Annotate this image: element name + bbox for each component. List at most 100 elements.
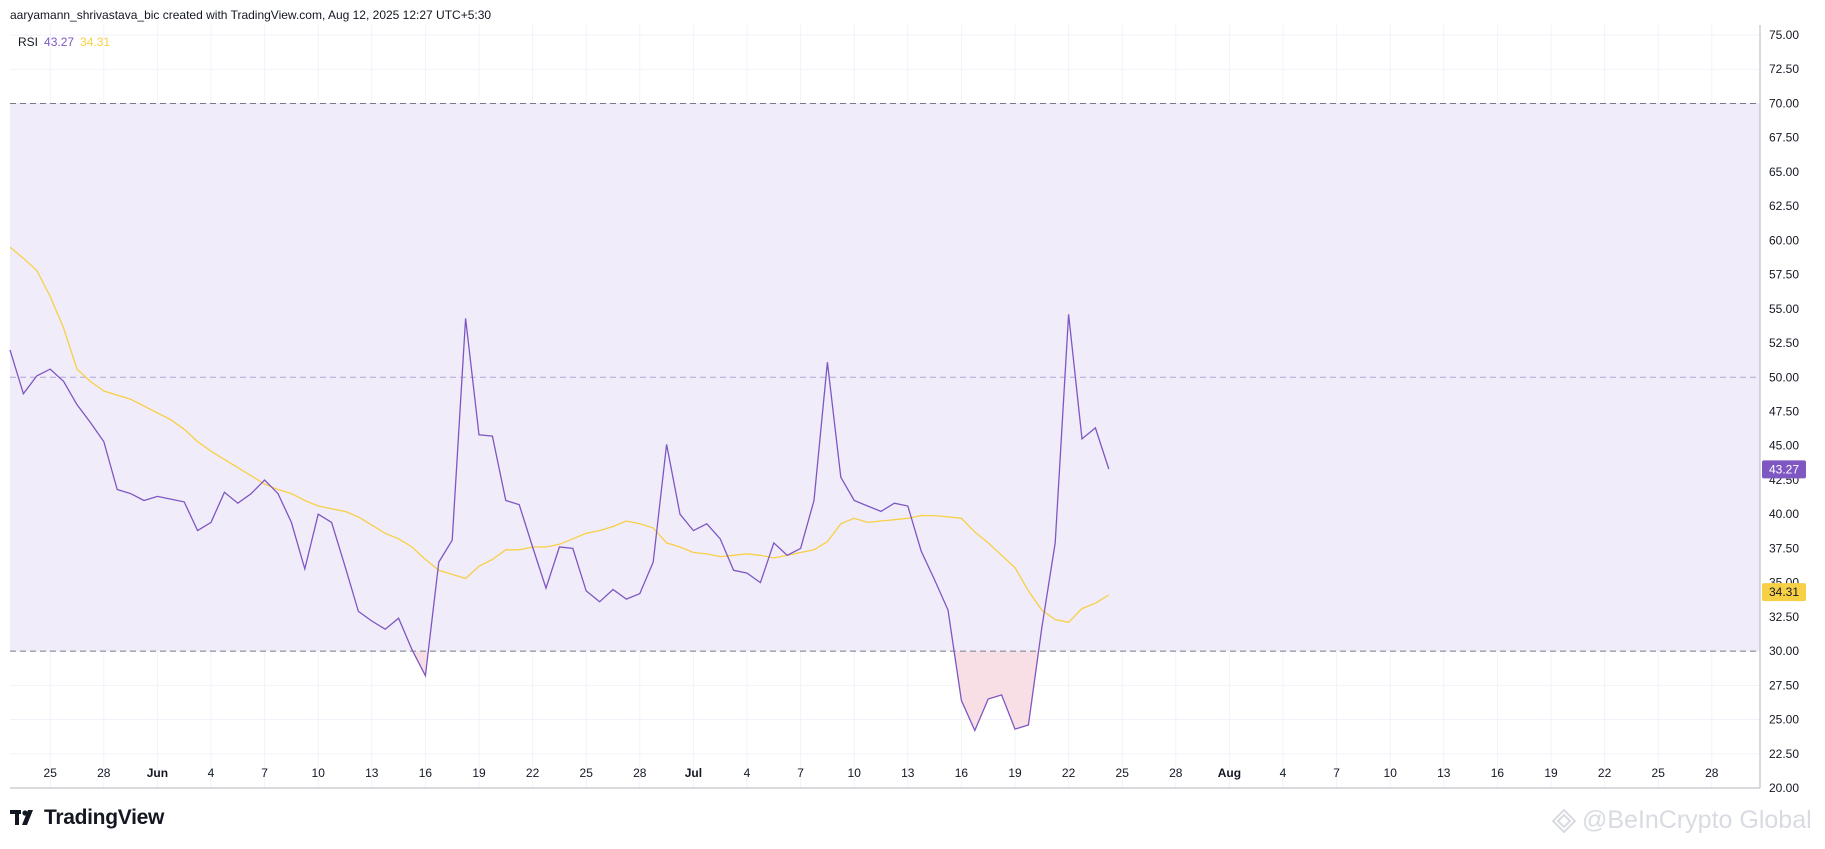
rsi-ma-point [1094,602,1097,605]
rsi-point [22,392,25,395]
time-axis-tick-label: 19 [1544,766,1558,780]
rsi-point [370,619,373,622]
price-axis-tick-label: 45.00 [1769,439,1799,453]
rsi-point [545,587,548,590]
time-axis[interactable]: 25 28 Jun 4 7 10 13 16 19 22 25 28 Jul 4 7 10 13 16 19 22 25… [44,766,1719,780]
rsi-point [585,589,588,592]
chart-caption: aaryamann_shrivastava_bic created with T… [10,8,492,22]
rsi-point [491,435,494,438]
time-axis-tick-label: Aug [1218,766,1241,780]
beincrypto-logo-icon [1552,808,1576,833]
price-axis-tick-label: 60.00 [1769,233,1799,247]
rsi-point [156,495,159,498]
rsi-point [102,440,105,443]
price-axis-tick-label: 52.50 [1769,336,1799,350]
rsi-ma-point [169,418,172,421]
time-axis-tick-label: 10 [848,766,862,780]
rsi-ma-point [1000,554,1003,557]
last-value-badge [1762,583,1806,602]
rsi-point [49,368,52,371]
rsi-ma-point [786,554,789,557]
rsi-point [880,510,883,513]
rsi-ma-point [571,537,574,540]
rsi-point [625,598,628,601]
rsi-ma-point [652,526,655,529]
rsi-point [504,499,507,502]
time-axis-tick-label: 28 [1705,766,1719,780]
rsi-point [598,600,601,603]
price-axis-tick-label: 25.00 [1769,713,1799,727]
time-axis-tick-label: 16 [1491,766,1505,780]
rsi-point [76,403,79,406]
rsi-ma-point [129,398,132,401]
time-axis-tick-label: 16 [955,766,969,780]
rsi-ma-point [143,405,146,408]
rsi-point [652,561,655,564]
indicator-legend[interactable]: RSI 43.27 34.31 [18,35,110,49]
rsi-ma-point [330,507,333,510]
rsi-ma-point [464,577,467,580]
oversold-fill [412,651,1039,731]
time-axis-tick-label: 25 [44,766,58,780]
rsi-point [62,380,65,383]
rsi-ma-point [679,546,682,549]
rsi-point [196,529,199,532]
tradingview-logo[interactable]: TradingView [10,806,164,830]
rsi-ma-point [156,411,159,414]
price-axis-tick-label: 67.50 [1769,131,1799,145]
rsi-ma-point [236,466,239,469]
time-axis-tick-label: 4 [744,766,751,780]
price-axis[interactable]: 75.00 72.50 70.00 67.50 65.00 62.50 60.00 57.50… [1769,28,1799,795]
rsi-point [357,610,360,613]
rsi-point [612,588,615,591]
rsi-ma-point [277,488,280,491]
rsi-ma-point [317,504,320,507]
rsi-ma-point [705,552,708,555]
rsi-point [89,421,92,424]
rsi-point [920,550,923,553]
rsi-ma-point [89,380,92,383]
rsi-point [263,478,266,481]
time-axis-tick-label: 28 [97,766,111,780]
rsi-point [384,628,387,631]
rsi-point [692,529,695,532]
rsi-ma-point [558,543,561,546]
rsi-ma-point [612,525,615,528]
rsi-point [732,569,735,572]
time-axis-tick-label: 7 [261,766,268,780]
last-value-badge [1762,460,1806,479]
rsi-ma-line [9,246,1110,624]
legend-rsi-value: 43.27 [44,35,75,49]
time-axis-tick-label: 10 [312,766,326,780]
rsi-ma-point [303,499,306,502]
rsi-ma-point [598,529,601,532]
rsi-point [906,504,909,507]
rsi-ma-point [545,546,548,549]
rsi-point [571,547,574,550]
rsi-point [893,502,896,505]
time-axis-tick-label: 13 [901,766,915,780]
rsi-point [317,513,320,516]
beincrypto-watermark: @BeInCrypto Global [1552,806,1812,835]
rsi-point [987,698,990,701]
rsi-point [464,317,467,320]
rsi-point [799,547,802,550]
rsi-point [518,503,521,506]
time-axis-tick-label: 7 [797,766,804,780]
price-axis-tick-label: 30.00 [1769,644,1799,658]
price-axis-tick-label: 20.00 [1769,781,1799,795]
rsi-ma-point [665,541,668,544]
price-axis-tick-label: 62.50 [1769,199,1799,213]
rsi-point [411,648,414,651]
rsi-ma-point [35,269,38,272]
rsi-ma-point [344,510,347,513]
rsi-ma-point [893,518,896,521]
rsi-ma-point [732,554,735,557]
rsi-ma-point [518,548,521,551]
last-value-badge-label: 34.31 [1769,585,1799,599]
rsi-point [397,617,400,620]
time-axis-tick-label: 25 [1116,766,1130,780]
rsi-ma-point [102,389,105,392]
rsi-point [9,348,12,351]
